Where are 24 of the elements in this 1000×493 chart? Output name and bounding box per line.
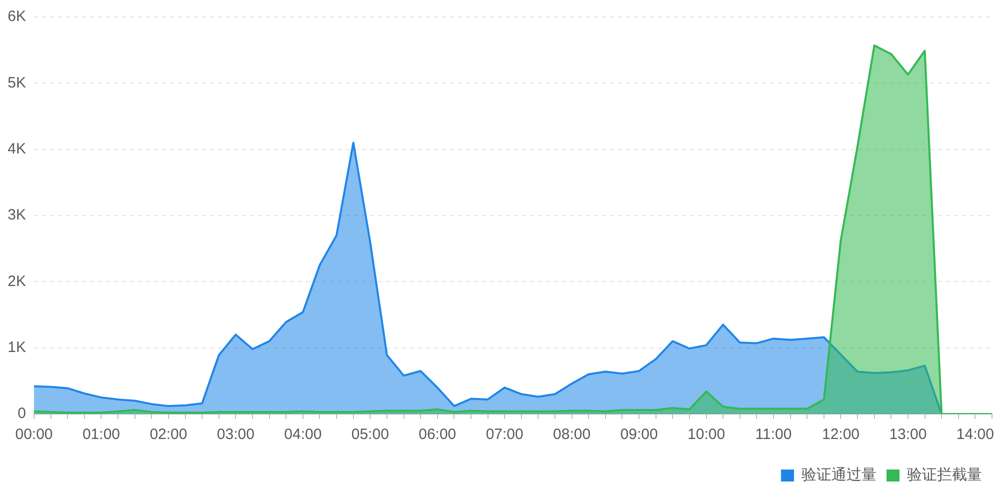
legend-label: 验证通过量 [802,466,876,484]
y-tick-label: 3K [8,206,26,224]
legend-label: 验证拦截量 [907,466,982,484]
y-tick-label: 1K [8,338,26,356]
x-tick-label: 00:00 [15,426,53,444]
x-tick-label: 12:00 [822,426,860,444]
x-tick-label: 04:00 [284,426,322,444]
x-tick-label: 06:00 [418,426,456,444]
x-tick-label: 07:00 [486,426,524,444]
y-tick-label: 0 [18,405,26,422]
y-tick-label: 6K [8,8,26,26]
x-tick-label: 03:00 [216,426,254,444]
x-tick-label: 09:00 [620,426,658,444]
x-tick-label: 14:00 [956,426,994,444]
y-tick-label: 5K [8,74,26,92]
x-tick-label: 05:00 [351,426,389,444]
y-tick-label: 2K [8,272,26,290]
x-tick-label: 13:00 [889,426,927,444]
x-tick-label: 11:00 [755,426,792,444]
x-tick-label: 08:00 [553,426,591,444]
x-tick-label: 02:00 [150,426,188,444]
y-tick-label: 4K [8,140,26,158]
x-tick-label: 01:00 [82,426,120,444]
x-tick-label: 10:00 [688,426,726,444]
